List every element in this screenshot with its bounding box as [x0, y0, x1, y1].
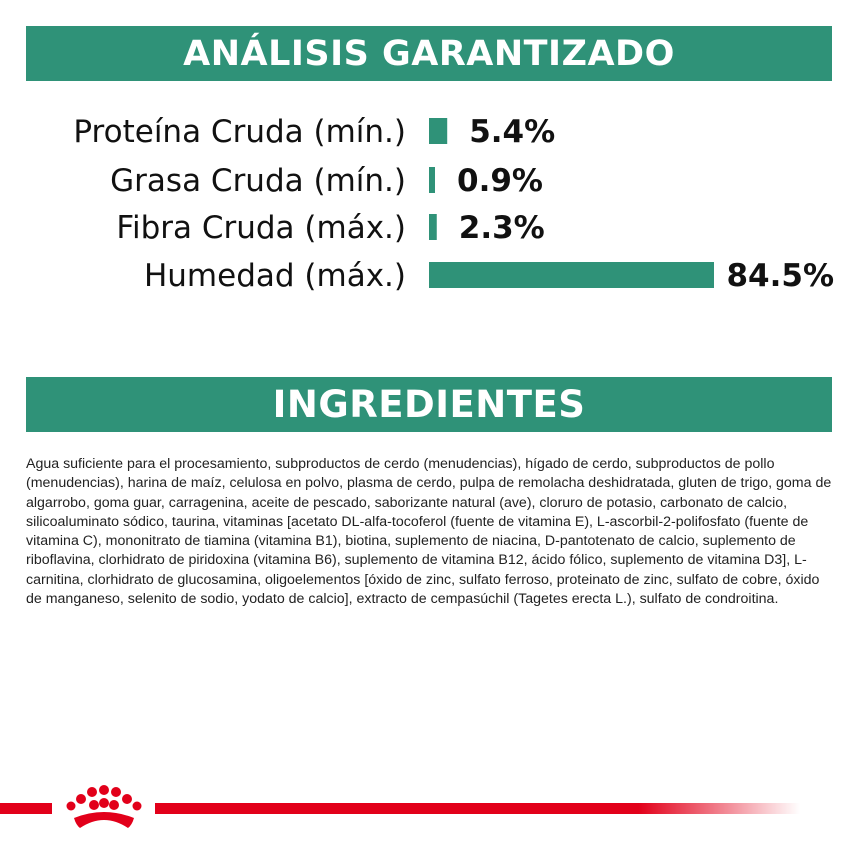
bar [429, 214, 437, 240]
ingredients-text: Agua suficiente para el procesamiento, s… [26, 456, 832, 608]
category-label: Grasa Cruda (mín.) [110, 163, 406, 199]
brand-footer [0, 782, 858, 832]
royal-canin-crown-icon [66, 785, 142, 828]
ingredients-title-banner: INGREDIENTES [26, 377, 832, 432]
value-label: 0.9% [457, 163, 543, 199]
bar [429, 118, 448, 144]
category-label: Proteína Cruda (mín.) [73, 114, 406, 150]
ingredients-title: INGREDIENTES [272, 383, 586, 426]
analysis-title: ANÁLISIS GARANTIZADO [183, 33, 675, 74]
category-label: Fibra Cruda (máx.) [116, 210, 406, 246]
footer-red-stripe-right [155, 803, 800, 814]
analysis-title-banner: ANÁLISIS GARANTIZADO [26, 26, 832, 81]
bar [429, 167, 435, 193]
value-label: 84.5% [726, 258, 834, 294]
footer-red-stripe-left [0, 803, 52, 814]
bar [429, 262, 714, 288]
value-label: 5.4% [469, 114, 555, 150]
analysis-bar-chart: Proteína Cruda (mín.) 5.4% Grasa Cruda (mí… [73, 114, 834, 294]
value-label: 2.3% [459, 210, 545, 246]
category-label: Humedad (máx.) [144, 258, 406, 294]
